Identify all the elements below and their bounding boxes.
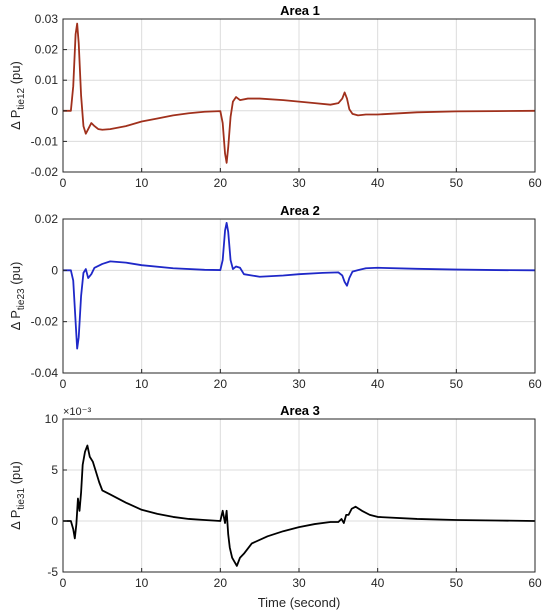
- series-line: [63, 22, 536, 164]
- chart-title: Area 3: [280, 403, 320, 418]
- x-tick-label: 10: [135, 576, 149, 590]
- x-tick-label: 40: [371, 377, 385, 391]
- x-tick-label: 50: [450, 176, 464, 190]
- chart-area-2: 0 10 20 30 40 50 60 -0.04 -0.02 0 0.02 Area 2 Δ Ptie…: [8, 203, 542, 391]
- x-tick-label: 50: [450, 377, 464, 391]
- y-tick-label: 0.01: [35, 73, 59, 87]
- y-axis-label: Δ Ptie12 (pu): [8, 61, 27, 130]
- series-line: [63, 221, 536, 350]
- x-axis-label: Time (second): [258, 595, 341, 610]
- x-tick-label: 40: [371, 576, 385, 590]
- x-tick-label: 30: [292, 176, 306, 190]
- x-tick-label: 60: [528, 377, 542, 391]
- x-tick-label: 20: [214, 377, 228, 391]
- y-tick-label: 0: [51, 514, 58, 528]
- x-tick-label: 30: [292, 576, 306, 590]
- y-tick-label: -0.04: [31, 366, 59, 380]
- y-exponent-label: ×10⁻³: [63, 406, 91, 418]
- x-tick-label: 0: [60, 377, 67, 391]
- chart-area-1: 0 10 20 30 40 50 60 -0.02 -0.01 0 0.01 0.02 0.03 Area…: [8, 3, 542, 190]
- y-tick-label: 0: [51, 263, 58, 277]
- x-tick-label: 60: [528, 176, 542, 190]
- y-tick-label: 0: [51, 104, 58, 118]
- x-tick-label: 10: [135, 176, 149, 190]
- x-tick-label: 20: [214, 176, 228, 190]
- y-tick-label: 0.02: [35, 212, 59, 226]
- chart-title: Area 1: [280, 3, 320, 18]
- y-tick-label: -0.02: [31, 315, 59, 329]
- x-tick-label: 20: [214, 576, 228, 590]
- x-tick-label: 0: [60, 176, 67, 190]
- x-tick-label: 60: [528, 576, 542, 590]
- y-tick-label: -0.02: [31, 165, 59, 179]
- y-tick-label: -5: [47, 565, 58, 579]
- x-tick-label: 40: [371, 176, 385, 190]
- x-tick-label: 30: [292, 377, 306, 391]
- x-tick-label: 0: [60, 576, 67, 590]
- chart-title: Area 2: [280, 203, 320, 218]
- y-tick-label: 0.02: [35, 43, 59, 57]
- y-tick-label: 0.03: [35, 12, 59, 26]
- y-axis-label: Δ Ptie31 (pu): [8, 461, 27, 530]
- y-tick-label: 5: [51, 463, 58, 477]
- y-axis-label: Δ Ptie23 (pu): [8, 262, 27, 331]
- y-tick-label: 10: [45, 412, 59, 426]
- x-tick-label: 10: [135, 377, 149, 391]
- series-line: [63, 444, 536, 567]
- y-tick-label: -0.01: [31, 134, 59, 148]
- x-tick-label: 50: [450, 576, 464, 590]
